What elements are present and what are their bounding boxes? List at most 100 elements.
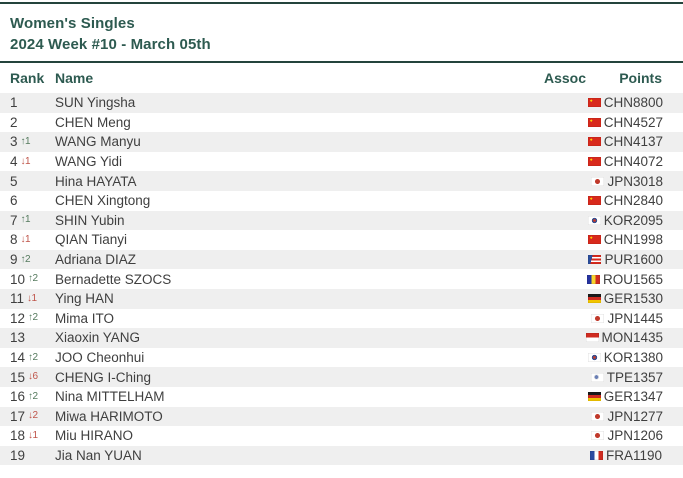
assoc-cell: GER [515,389,633,404]
assoc-code: GER [603,291,633,307]
rank-cell: 6 [0,193,55,208]
rank-number: 5 [10,173,18,189]
rank-cell: 16 ↑2 [0,389,55,404]
assoc-code: FRA [606,447,633,463]
flag-chn-icon [587,235,601,245]
player-name: Bernadette SZOCS [55,271,172,287]
table-row: 16 ↑2 Nina MITTELHAM GER 1347 [0,387,683,407]
rank-number: 16 [10,389,26,405]
assoc-cell: JPN [515,311,633,326]
table-row: 14 ↑2 JOO Cheonhui KOR 1380 [0,348,683,368]
rank-cell: 1 [0,95,55,110]
assoc-code: JPN [607,428,633,444]
player-name: Hina HAYATA [55,173,137,189]
assoc-cell: GER [515,291,633,306]
points-cell: 1445 [633,310,664,326]
table-row: 7 ↑1 SHIN Yubin KOR 2095 [0,210,683,231]
table-row: 19 Jia Nan YUAN FRA 1190 [0,445,683,466]
assoc-code: KOR [603,212,633,228]
player-name: WANG Manyu [55,134,141,150]
rank-number: 14 [10,350,26,366]
rank-cell: 14 ↑2 [0,350,55,365]
points-cell: 1206 [633,428,664,444]
points-cell: 1347 [633,389,664,405]
player-name: Adriana DIAZ [55,252,137,268]
rank-down-arrow-icon: ↓1 [20,155,31,167]
rank-up-arrow-icon: ↑2 [20,253,31,265]
player-name: Jia Nan YUAN [55,447,142,463]
top-divider [0,2,683,4]
points-cell: 1435 [633,330,664,346]
rank-cell: 10 ↑2 [0,272,55,287]
table-row: 1 SUN Yingsha CHN 8800 [0,93,683,113]
table-row: 4 ↓1 WANG Yidi CHN 4072 [0,152,683,172]
rank-cell: 18 ↓1 [0,428,55,443]
assoc-code: GER [603,389,633,405]
table-row: 8 ↓1 QIAN Tianyi CHN 1998 [0,230,683,250]
player-name: Miwa HARIMOTO [55,408,163,424]
rank-number: 18 [10,428,26,444]
page-subtitle: 2024 Week #10 - March 05th [10,36,211,53]
points-cell: 1565 [633,271,664,287]
assoc-cell: MON [515,330,633,345]
table-row: 6 CHEN Xingtong CHN 2840 [0,191,683,211]
rank-number: 12 [10,310,26,326]
points-cell: 1998 [633,232,664,248]
assoc-cell: PUR [515,252,633,267]
rank-number: 13 [10,330,26,346]
column-header-name: Name [55,70,94,86]
assoc-code: ROU [603,271,633,287]
rank-down-arrow-icon: ↓1 [27,292,37,304]
flag-jpn-icon [591,431,605,441]
points-cell: 1190 [633,447,663,463]
assoc-cell: CHN [515,134,633,149]
rank-number: 4 [10,154,18,170]
flag-chn-icon [587,98,601,108]
table-row: 10 ↑2 Bernadette SZOCS ROU 1565 [0,269,683,289]
points-cell: 2095 [633,212,664,228]
rank-number: 8 [10,232,18,248]
assoc-cell: CHN [515,193,633,208]
assoc-code: CHN [603,193,633,209]
flag-ger-icon [587,392,601,402]
assoc-cell: CHN [515,95,633,110]
points-cell: 3018 [633,173,664,189]
assoc-cell: KOR [515,350,633,365]
assoc-cell: TPE [515,370,633,385]
rank-number: 15 [10,369,26,385]
rank-number: 19 [10,447,26,463]
points-cell: 8800 [633,95,664,111]
flag-jpn-icon [591,313,605,323]
rank-cell: 17 ↓2 [0,409,55,424]
flag-fra-icon [590,450,603,460]
rank-down-arrow-icon: ↓1 [28,429,38,441]
assoc-cell: JPN [515,409,633,424]
assoc-code: CHN [603,232,633,248]
table-row: 5 Hina HAYATA JPN 3018 [0,171,683,191]
flag-mon-icon [585,333,599,343]
flag-chn-icon [587,117,601,127]
rank-number: 11 [10,291,25,307]
flag-tpe-icon [590,372,604,382]
column-header-assoc-label: Assoc [543,70,586,86]
player-name: WANG Yidi [55,154,123,170]
rank-cell: 9 ↑2 [0,252,55,267]
table-row: 9 ↑2 Adriana DIAZ PUR 1600 [0,249,683,270]
rank-cell: 4 ↓1 [0,154,55,169]
flag-kor-icon [587,353,601,363]
player-name: Xiaoxin YANG [55,330,141,346]
assoc-cell: CHN [515,115,633,130]
flag-kor-icon [587,215,601,225]
ranking-table-body: 1 SUN Yingsha CHN 8800 2 CHEN Meng CHN 4527 3 ↑1 W… [0,93,683,466]
assoc-cell: KOR [515,213,633,228]
assoc-code: MON [601,330,634,346]
page-title: Women's Singles [10,15,135,32]
player-name: QIAN Tianyi [55,232,128,248]
flag-chn-icon [587,157,601,167]
rank-number: 17 [10,408,26,424]
assoc-code: PUR [604,252,633,268]
player-name: CHEN Xingtong [55,193,151,209]
page-header: Women's Singles 2024 Week #10 - March 05… [0,4,683,61]
rank-number: 7 [10,212,18,228]
